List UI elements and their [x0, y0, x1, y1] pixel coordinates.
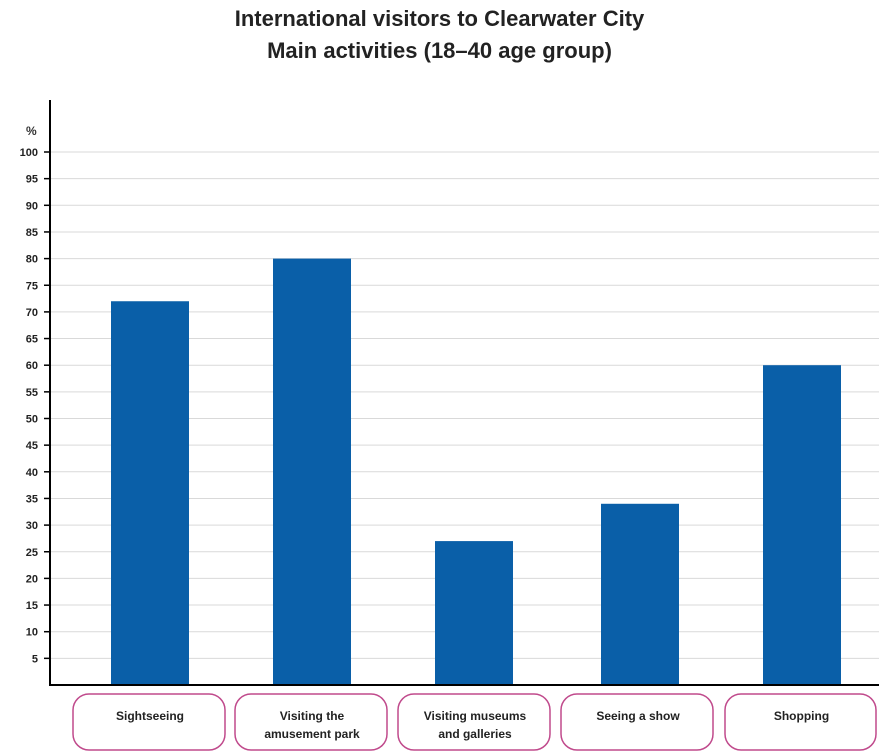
y-tick-label: 50: [26, 414, 38, 426]
y-tick-label: 95: [26, 174, 38, 186]
category-label: amusement park: [264, 727, 360, 741]
y-tick-label: 10: [26, 627, 38, 639]
category-label: Seeing a show: [596, 709, 680, 723]
category-label: Sightseeing: [116, 709, 184, 723]
y-tick-label: 30: [26, 520, 38, 532]
category-label: and galleries: [438, 727, 512, 741]
y-tick-label: 65: [26, 334, 38, 346]
category-label-box: [560, 693, 714, 751]
y-tick-labels: 5 10 15 20 25 30 35 40 45 50 55 60 65 70 75 80 85 90 95 100: [20, 147, 50, 665]
bar: [763, 365, 841, 685]
y-tick-label: 40: [26, 467, 38, 479]
category-label-box: [724, 693, 877, 751]
bar: [601, 503, 679, 685]
y-tick-label: 90: [26, 200, 38, 212]
bar: [435, 541, 513, 685]
category-label-box: [234, 693, 388, 751]
category-labels: Sightseeing Visiting the amusement park Vis…: [72, 693, 877, 751]
y-tick-label: 45: [26, 440, 38, 452]
y-tick-label: 85: [26, 227, 38, 239]
category-label-box: [72, 693, 226, 751]
category-label-box: [397, 693, 551, 751]
y-tick-label: 25: [26, 547, 38, 559]
axes: [49, 100, 879, 686]
y-unit-label: %: [26, 124, 37, 138]
y-tick-label: 5: [32, 653, 38, 665]
category-label: Shopping: [774, 709, 829, 723]
y-tick-label: 55: [26, 387, 38, 399]
bars: [111, 258, 841, 685]
y-tick-label: 70: [26, 307, 38, 319]
bar: [111, 301, 189, 685]
y-tick-label: 15: [26, 600, 38, 612]
category-label: Visiting museums: [424, 709, 527, 723]
y-tick-label: 100: [20, 147, 38, 159]
y-tick-label: 20: [26, 573, 38, 585]
category-label: Visiting the: [280, 709, 345, 723]
chart-title: International visitors to Clearwater Cit…: [234, 6, 645, 31]
y-tick-label: 35: [26, 493, 38, 505]
y-tick-label: 80: [26, 254, 38, 266]
y-tick-label: 60: [26, 360, 38, 372]
chart-subtitle: Main activities (18–40 age group): [267, 38, 612, 63]
y-tick-label: 75: [26, 280, 38, 292]
bar: [273, 258, 351, 685]
